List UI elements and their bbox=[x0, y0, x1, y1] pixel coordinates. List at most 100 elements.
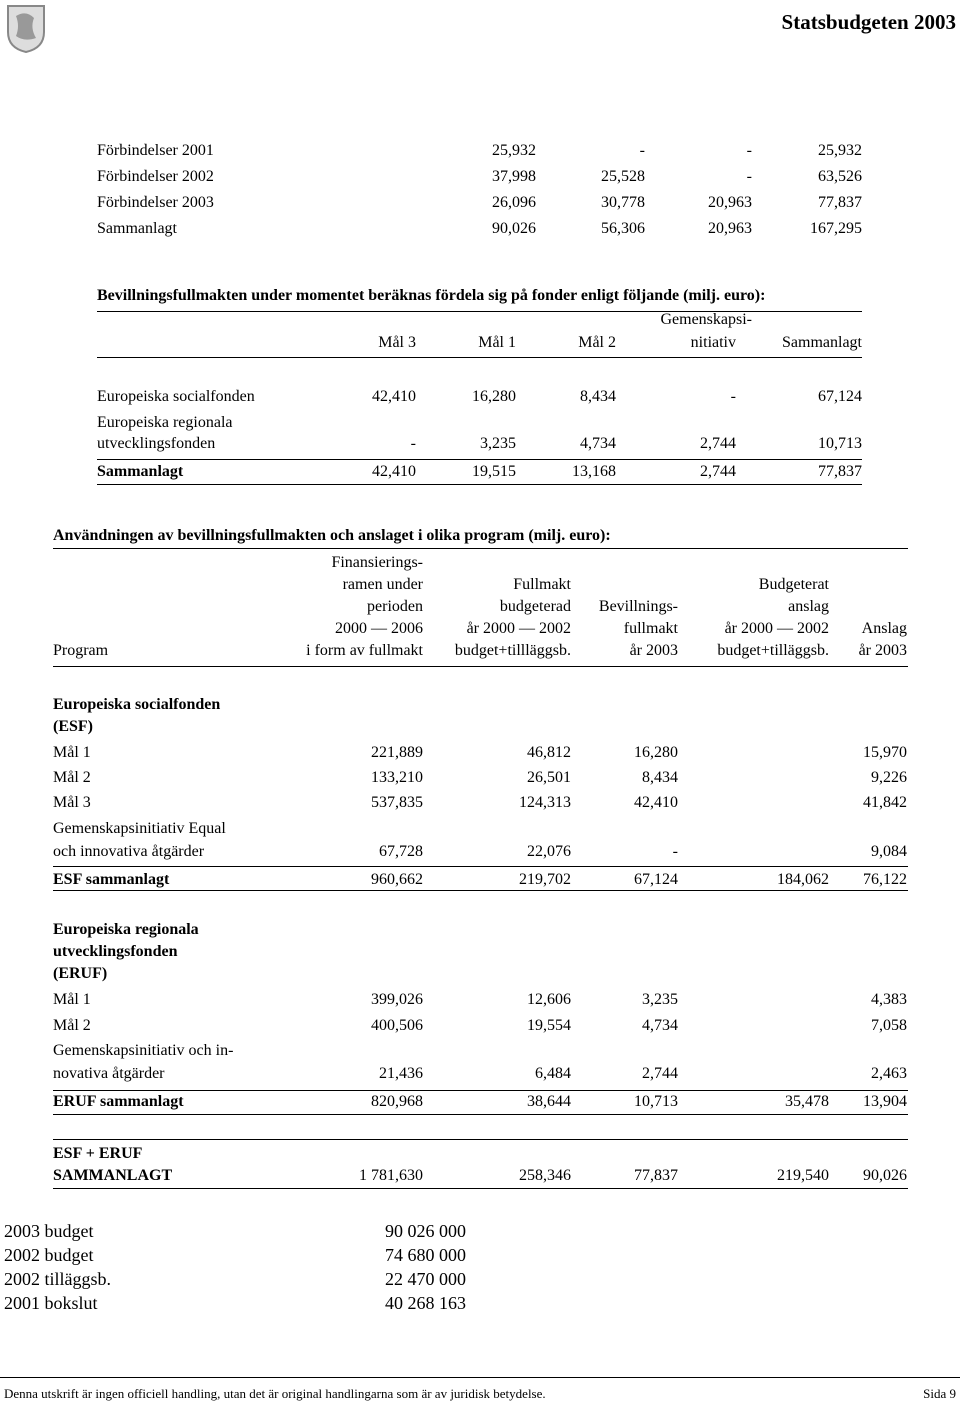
table-title: Användningen av bevillningsfullmakten oc… bbox=[53, 527, 611, 544]
cell: 13,904 bbox=[863, 1093, 907, 1110]
row-label: Europeiska regionala bbox=[97, 414, 233, 431]
rule bbox=[53, 1114, 908, 1115]
rule bbox=[97, 357, 862, 358]
cell: 77,837 bbox=[818, 194, 862, 211]
cell: 15,970 bbox=[863, 744, 907, 761]
column-header: budget+tilläggsb. bbox=[717, 642, 829, 659]
cell: 25,932 bbox=[492, 142, 536, 159]
column-header: perioden bbox=[367, 598, 423, 615]
cell: 4,734 bbox=[580, 435, 616, 452]
column-header: år 2003 bbox=[858, 642, 907, 659]
cell: 25,932 bbox=[818, 142, 862, 159]
cell: 3,235 bbox=[642, 991, 678, 1008]
cell: 400,506 bbox=[371, 1017, 423, 1034]
rule bbox=[97, 311, 862, 312]
footer-text: Denna utskrift är ingen officiell handli… bbox=[4, 1385, 546, 1401]
cell: 2,744 bbox=[700, 435, 736, 452]
row-label: utvecklingsfonden bbox=[97, 435, 216, 452]
column-header: Gemenskapsi- bbox=[660, 311, 752, 328]
column-header: Finansierings- bbox=[331, 554, 423, 571]
section-heading: (ERUF) bbox=[53, 965, 108, 982]
row-label: och innovativa åtgärder bbox=[53, 843, 205, 860]
budget-label: 2002 tilläggsb. bbox=[4, 1269, 111, 1289]
column-header: år 2000 — 2002 bbox=[466, 620, 571, 637]
cell: 960,662 bbox=[371, 871, 423, 888]
column-header: Bevillnings- bbox=[598, 598, 678, 615]
cell: 537,835 bbox=[371, 794, 423, 811]
page-title: Statsbudgeten 2003 bbox=[781, 9, 956, 34]
cell: 2,744 bbox=[642, 1065, 678, 1082]
cell: 67,728 bbox=[379, 843, 423, 860]
cell: - bbox=[746, 168, 752, 185]
budget-label: 2001 bokslut bbox=[4, 1293, 98, 1313]
cell: 76,122 bbox=[863, 871, 907, 888]
cell: 221,889 bbox=[371, 744, 423, 761]
rule bbox=[53, 548, 908, 549]
cell: 37,998 bbox=[492, 168, 536, 185]
total-label: ERUF sammanlagt bbox=[53, 1093, 184, 1110]
cell: 42,410 bbox=[372, 388, 416, 405]
column-header: Mål 1 bbox=[478, 334, 516, 351]
column-header: år 2003 bbox=[629, 642, 678, 659]
budget-value: 90 026 000 bbox=[385, 1221, 466, 1241]
budget-value: 74 680 000 bbox=[385, 1245, 466, 1265]
cell: 41,842 bbox=[863, 794, 907, 811]
column-header: nitiativ bbox=[690, 334, 736, 351]
cell: 258,346 bbox=[519, 1167, 571, 1184]
column-header: budget+tillläggsb. bbox=[454, 642, 571, 659]
cell: 820,968 bbox=[371, 1093, 423, 1110]
column-header: 2000 — 2006 bbox=[335, 620, 423, 637]
cell: 8,434 bbox=[580, 388, 616, 405]
cell: 184,062 bbox=[777, 871, 829, 888]
cell: 20,963 bbox=[708, 194, 752, 211]
cell: 90,026 bbox=[863, 1167, 907, 1184]
cell: 2,744 bbox=[700, 463, 736, 480]
cell: 30,778 bbox=[601, 194, 645, 211]
row-label: novativa åtgärder bbox=[53, 1065, 165, 1082]
cell: 8,434 bbox=[642, 769, 678, 786]
rule bbox=[0, 1377, 960, 1378]
row-label: Sammanlagt bbox=[97, 463, 184, 480]
cell: 4,383 bbox=[871, 991, 907, 1008]
cell: 38,644 bbox=[527, 1093, 571, 1110]
row-label: Mål 3 bbox=[53, 794, 91, 811]
column-header: Sammanlagt bbox=[782, 334, 862, 351]
column-header: anslag bbox=[788, 598, 829, 615]
row-label: Mål 1 bbox=[53, 744, 91, 761]
column-header: i form av fullmakt bbox=[306, 642, 423, 659]
cell: 26,096 bbox=[492, 194, 536, 211]
cell: 399,026 bbox=[371, 991, 423, 1008]
cell: 13,168 bbox=[572, 463, 616, 480]
column-header: Budgeterat bbox=[758, 576, 829, 593]
cell: 133,210 bbox=[371, 769, 423, 786]
cell: 26,501 bbox=[527, 769, 571, 786]
cell: 219,702 bbox=[519, 871, 571, 888]
rule bbox=[53, 890, 908, 891]
logo bbox=[7, 5, 45, 54]
page-number: Sida 9 bbox=[923, 1385, 956, 1401]
cell: 9,226 bbox=[871, 769, 907, 786]
rule bbox=[53, 1139, 908, 1140]
section-heading: utvecklingsfonden bbox=[53, 943, 178, 960]
cell: 90,026 bbox=[492, 220, 536, 237]
column-header: ramen under bbox=[342, 576, 423, 593]
cell: 77,837 bbox=[634, 1167, 678, 1184]
budget-value: 40 268 163 bbox=[385, 1293, 466, 1313]
cell: 67,124 bbox=[634, 871, 678, 888]
cell: 12,606 bbox=[527, 991, 571, 1008]
cell: 124,313 bbox=[519, 794, 571, 811]
cell: 4,734 bbox=[642, 1017, 678, 1034]
cell: 10,713 bbox=[634, 1093, 678, 1110]
column-header: budgeterad bbox=[499, 598, 571, 615]
cell: 46,812 bbox=[527, 744, 571, 761]
row-label: Europeiska socialfonden bbox=[97, 388, 255, 405]
row-label: Mål 1 bbox=[53, 991, 91, 1008]
cell: 7,058 bbox=[871, 1017, 907, 1034]
cell: 19,554 bbox=[527, 1017, 571, 1034]
cell: 9,084 bbox=[871, 843, 907, 860]
cell: 19,515 bbox=[472, 463, 516, 480]
rule bbox=[97, 484, 862, 485]
cell: 167,295 bbox=[810, 220, 862, 237]
cell: 2,463 bbox=[871, 1065, 907, 1082]
